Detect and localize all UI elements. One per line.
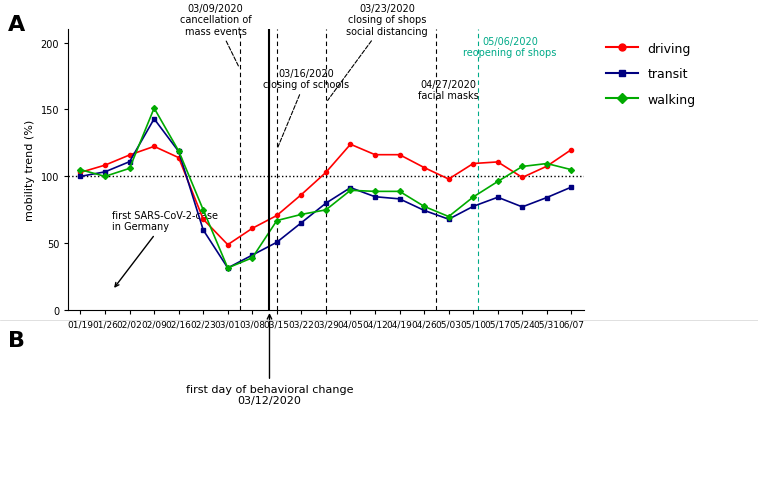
- Y-axis label: mobility trend (%): mobility trend (%): [25, 120, 35, 221]
- Text: A: A: [8, 15, 25, 35]
- Text: B: B: [8, 331, 24, 351]
- Text: 04/27/2020
facial masks: 04/27/2020 facial masks: [418, 80, 479, 101]
- Text: 03/09/2020
cancellation of
mass events: 03/09/2020 cancellation of mass events: [180, 4, 252, 68]
- Text: 05/06/2020
reopening of shops: 05/06/2020 reopening of shops: [463, 37, 556, 58]
- Text: first day of behavioral change
03/12/2020: first day of behavioral change 03/12/202…: [186, 315, 353, 406]
- Text: 03/23/2020
closing of shops
social distancing: 03/23/2020 closing of shops social dista…: [327, 4, 428, 101]
- Text: first SARS-CoV-2-case
in Germany: first SARS-CoV-2-case in Germany: [112, 210, 218, 287]
- Text: 03/16/2020
closing of schools: 03/16/2020 closing of schools: [263, 69, 349, 148]
- Legend: driving, transit, walking: driving, transit, walking: [600, 36, 702, 113]
